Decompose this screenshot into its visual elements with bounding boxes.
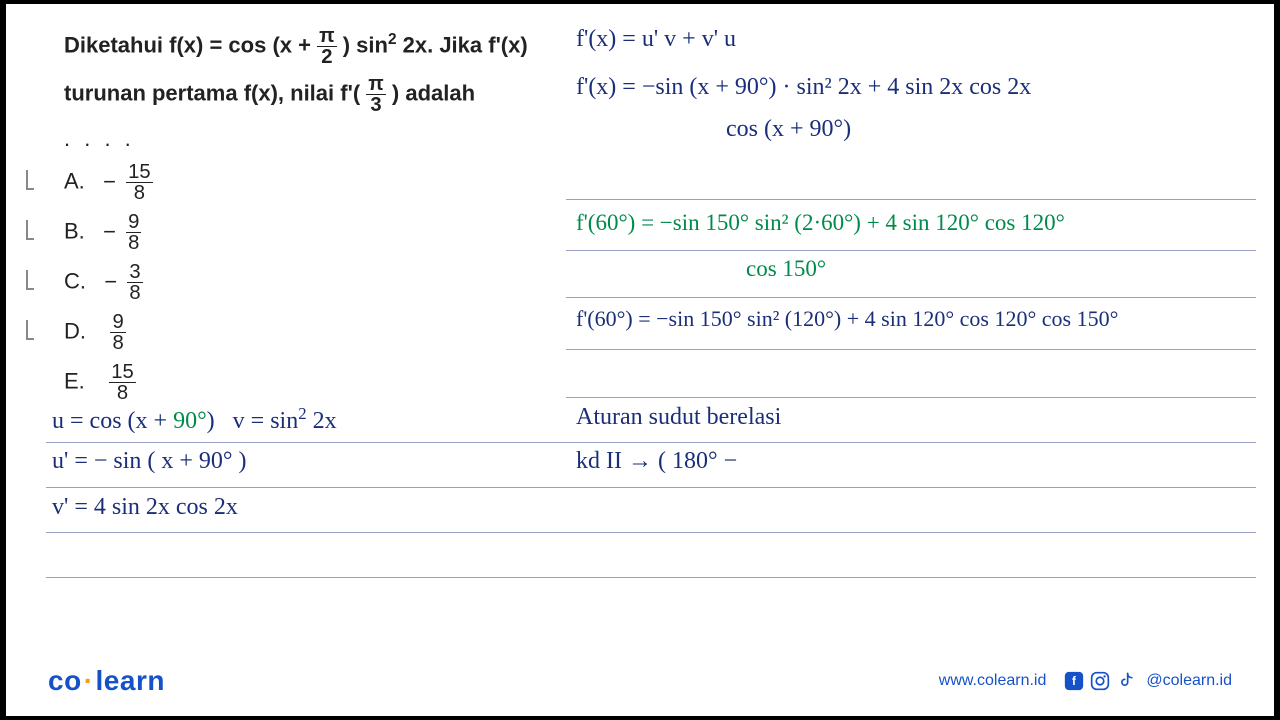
- work-g1b: cos 150°: [746, 256, 826, 282]
- opt-d-frac: 9 8: [110, 312, 125, 353]
- rule-line: [566, 250, 1256, 251]
- svg-text:f: f: [1072, 675, 1076, 688]
- opt-c-label: C.: [64, 269, 86, 294]
- facebook-icon: f: [1064, 671, 1084, 691]
- option-e: E. 15 8: [64, 362, 136, 403]
- option-c: C. − 3 8: [64, 262, 143, 303]
- opt-a-frac: 15 8: [126, 162, 153, 203]
- option-tick-b: [26, 220, 34, 240]
- page-content: Diketahui f(x) = cos (x + π 2 ) sin2 2x.…: [6, 4, 1274, 716]
- opt-c-frac: 3 8: [127, 262, 142, 303]
- rule-line: [566, 397, 1256, 398]
- question-dots: . . . .: [64, 122, 135, 155]
- work-v-prime: v' = 4 sin 2x cos 2x: [52, 494, 238, 521]
- work-u-prime: u' = − sin ( x + 90° ): [52, 448, 247, 475]
- social-icons: f @colearn.id: [1064, 671, 1232, 691]
- opt-e-frac: 15 8: [109, 362, 136, 403]
- work-u: u = cos (x + 90°) v = sin2 2x: [52, 404, 337, 435]
- opt-a-label: A.: [64, 169, 85, 194]
- option-a: A. − 15 8: [64, 162, 153, 203]
- rule-line: [46, 487, 1256, 488]
- work-r2a: f'(x) = −sin (x + 90°) · sin² 2x + 4 sin…: [576, 74, 1031, 101]
- brand-logo: co·learn: [48, 665, 165, 697]
- q1-frac: π 2: [317, 26, 337, 67]
- q2-b: ) adalah: [392, 81, 475, 106]
- logo-dot-icon: ·: [82, 665, 96, 696]
- option-d: D. 9 8: [64, 312, 126, 353]
- option-b: B. − 9 8: [64, 212, 141, 253]
- logo-learn: learn: [96, 665, 165, 696]
- q2-a: turunan pertama f(x), nilai f'(: [64, 81, 360, 106]
- q1-b: ) sin: [343, 33, 388, 58]
- rule-line: [46, 532, 1256, 533]
- tiktok-icon: [1116, 671, 1136, 691]
- work-r2b: cos (x + 90°): [726, 116, 851, 143]
- opt-d-label: D.: [64, 319, 86, 344]
- opt-c-neg: −: [104, 269, 117, 294]
- q2-frac: π 3: [366, 74, 386, 115]
- footer-url: www.colearn.id: [939, 672, 1047, 690]
- question-line-1: Diketahui f(x) = cos (x + π 2 ) sin2 2x.…: [64, 26, 544, 67]
- footer-handle: @colearn.id: [1146, 672, 1232, 690]
- rule-line: [566, 349, 1256, 350]
- page-frame: Diketahui f(x) = cos (x + π 2 ) sin2 2x.…: [6, 4, 1274, 716]
- q1-c: 2x. Jika f'(x): [403, 33, 528, 58]
- rule-line: [566, 199, 1256, 200]
- option-tick-d: [26, 320, 34, 340]
- option-tick-c: [26, 270, 34, 290]
- footer-right: www.colearn.id f @colearn.id: [939, 671, 1232, 691]
- work-r4: Aturan sudut berelasi: [576, 404, 781, 431]
- question-line-2: turunan pertama f(x), nilai f'( π 3 ) ad…: [64, 74, 544, 115]
- option-tick-a: [26, 170, 34, 190]
- footer: co·learn www.colearn.id f @colearn.id: [6, 646, 1274, 716]
- logo-co: co: [48, 665, 82, 696]
- opt-b-frac: 9 8: [126, 212, 141, 253]
- opt-a-neg: −: [103, 169, 116, 194]
- q1-a: Diketahui f(x) = cos (x +: [64, 33, 317, 58]
- rule-line: [46, 577, 1256, 578]
- rule-line: [566, 297, 1256, 298]
- rule-line: [46, 442, 1256, 443]
- work-g1: f'(60°) = −sin 150° sin² (2·60°) + 4 sin…: [576, 210, 1065, 236]
- work-r5: kd II → ( 180° −: [576, 448, 737, 475]
- work-r1: f'(x) = u' v + v' u: [576, 26, 736, 53]
- opt-b-neg: −: [103, 219, 116, 244]
- opt-b-label: B.: [64, 219, 85, 244]
- instagram-icon: [1090, 671, 1110, 691]
- opt-e-label: E.: [64, 369, 85, 394]
- work-r3: f'(60°) = −sin 150° sin² (120°) + 4 sin …: [576, 306, 1118, 332]
